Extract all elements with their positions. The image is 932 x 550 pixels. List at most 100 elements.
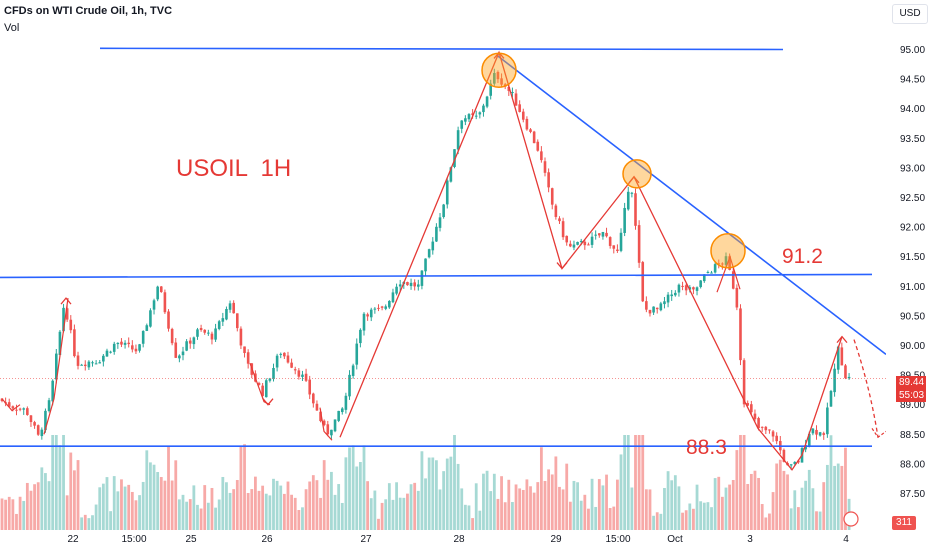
volume-bar — [319, 497, 322, 530]
candle-body — [80, 364, 83, 366]
candle-body — [525, 118, 529, 130]
volume-bar — [684, 510, 688, 530]
highlight-circle — [710, 233, 746, 269]
volume-bar — [768, 513, 771, 530]
candle-body — [47, 400, 51, 411]
candle-body — [818, 432, 822, 436]
candle-body — [330, 429, 333, 436]
volume-bar — [757, 477, 760, 530]
candle-body — [127, 342, 130, 345]
last-price-tag: 89.44 55:03 — [896, 376, 926, 402]
projection-arrow-icon — [871, 428, 887, 439]
candle-body — [290, 362, 293, 368]
candle-body — [178, 355, 181, 359]
volume-bar — [786, 474, 789, 530]
candle-body — [340, 408, 344, 413]
volume-bar — [811, 488, 815, 530]
trendlines — [0, 47, 887, 471]
volume-bar — [239, 445, 243, 530]
volume-bar — [22, 500, 26, 530]
minor-wave — [319, 407, 333, 441]
candle-body — [550, 188, 554, 205]
volume-bar — [333, 494, 337, 530]
candle-body — [243, 346, 246, 354]
volume-bar — [804, 480, 808, 530]
candle-body — [366, 314, 369, 317]
volume-bar — [800, 487, 804, 530]
volume-bar — [728, 484, 732, 530]
candle-body — [351, 365, 355, 376]
volume-bar — [641, 435, 645, 530]
volume-bar — [174, 460, 178, 530]
candle-body — [438, 217, 442, 228]
candle-body — [681, 285, 684, 287]
volume-bar — [511, 502, 514, 530]
candle-body — [417, 284, 420, 287]
price-tick-label: 88.50 — [900, 430, 925, 441]
candle-body — [210, 333, 214, 340]
volume-bar — [149, 462, 152, 530]
candle-body — [15, 409, 18, 411]
volume-bar — [387, 483, 391, 530]
volume-bar — [4, 499, 8, 530]
volume-bar — [206, 502, 210, 530]
volume-bar — [456, 463, 460, 530]
candle-body — [710, 272, 713, 274]
volume-bar — [199, 508, 203, 530]
volume-bar — [377, 518, 380, 530]
candle-body — [826, 407, 829, 435]
chart-title: CFDs on WTI Crude Oil, 1h, TVC — [4, 5, 173, 17]
volume-bar — [807, 469, 811, 530]
volume-bar — [706, 502, 710, 530]
candle-body — [337, 410, 340, 421]
candle-body — [753, 413, 757, 420]
volume-bar — [264, 493, 268, 530]
candle-body — [598, 233, 601, 236]
volume-bar — [717, 476, 721, 530]
volume-bar — [500, 476, 503, 530]
candle-body — [684, 285, 688, 291]
candle-body — [65, 308, 69, 320]
volume-bar — [514, 484, 518, 530]
volume-bar — [713, 478, 717, 530]
candle-body — [102, 355, 105, 362]
volume-bar — [221, 476, 225, 530]
currency-button[interactable]: USD — [892, 4, 928, 24]
candle-body — [840, 347, 844, 366]
volume-bar — [304, 489, 308, 530]
candle-body — [514, 93, 518, 106]
volume-bar — [818, 511, 822, 530]
volume-bar — [659, 513, 663, 530]
volume-bar — [54, 435, 58, 530]
volume-bar — [445, 458, 449, 530]
volume-bar — [301, 507, 304, 530]
volume-bar — [217, 499, 221, 530]
price-tick-label: 89.00 — [900, 400, 925, 411]
candle-body — [474, 115, 478, 117]
volume-bar — [489, 491, 493, 530]
arrow-up-icon — [493, 51, 505, 59]
candle-body — [565, 235, 569, 243]
volume-bar — [337, 484, 341, 530]
candle-body — [29, 415, 33, 423]
candle-body — [453, 149, 456, 167]
volume-bar — [424, 478, 427, 530]
volume-bar — [185, 501, 189, 530]
candle-body — [554, 205, 558, 217]
candle-body — [355, 343, 359, 365]
volume-bar — [373, 490, 377, 530]
volume-bar — [282, 493, 286, 530]
alert-icon — [843, 511, 859, 527]
volume-bar — [141, 481, 145, 530]
candle-body — [829, 390, 833, 407]
volume-bar — [594, 506, 598, 530]
candle-body — [181, 351, 185, 356]
volume-bar — [739, 435, 742, 530]
volume-bar — [380, 502, 384, 530]
volume-bar — [138, 495, 141, 530]
candle-body — [91, 362, 94, 364]
volume-bar — [597, 479, 601, 530]
volume-bar — [40, 467, 44, 530]
volume-value-tag: 311 — [892, 516, 916, 530]
